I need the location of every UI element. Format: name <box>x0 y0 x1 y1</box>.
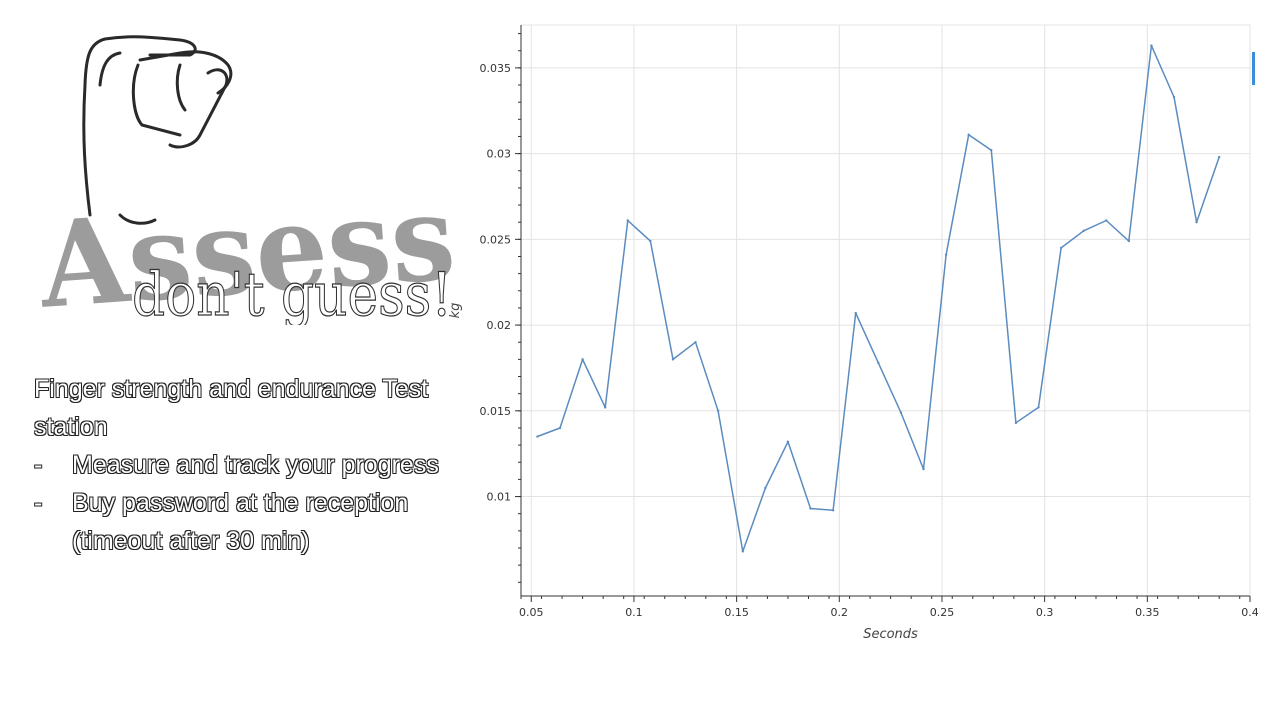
x-axis-label: Seconds <box>863 627 918 642</box>
data-point <box>877 361 880 364</box>
x-tick-label: 0.2 <box>831 606 849 619</box>
feature-list: - Measure and track your progress - Buy … <box>34 446 474 560</box>
logo-title: Assess <box>35 167 460 325</box>
data-point <box>1217 155 1221 159</box>
data-point <box>1014 421 1018 425</box>
bullet-marker: - <box>34 489 43 517</box>
x-tick-label: 0.4 <box>1241 606 1259 619</box>
y-tick-label: 0.02 <box>487 319 512 332</box>
chart-axes <box>520 25 1250 597</box>
chart-grid <box>520 24 1251 597</box>
assess-logo: Assess don't guess! <box>35 35 460 325</box>
y-tick-label: 0.025 <box>480 233 512 246</box>
data-point <box>1082 229 1085 232</box>
data-point <box>899 411 903 414</box>
logo-subtitle: don't guess! <box>132 260 452 325</box>
data-point <box>558 426 562 430</box>
data-point <box>603 406 607 409</box>
data-point <box>1037 406 1040 409</box>
data-point <box>694 341 697 344</box>
x-tick-label: 0.35 <box>1135 606 1160 619</box>
data-point <box>1150 44 1153 47</box>
data-point <box>831 509 835 512</box>
y-tick-label: 0.035 <box>480 62 512 75</box>
data-point <box>764 486 767 490</box>
y-tick-label: 0.03 <box>487 148 512 161</box>
data-point <box>809 507 812 510</box>
data-point <box>716 409 720 413</box>
data-point <box>536 435 539 438</box>
chart-ticks: 0.05 0.1 0.15 0.2 0.25 0.3 0.35 0.4 0.01 0.015 0.0… <box>480 33 1259 619</box>
chart-series <box>536 44 1221 553</box>
data-point <box>1172 95 1176 99</box>
data-point <box>1127 239 1131 243</box>
data-point <box>671 358 675 361</box>
force-chart: 0.05 0.1 0.15 0.2 0.25 0.3 0.35 0.4 0.01 0.015 0.0… <box>448 24 1259 642</box>
x-tick-label: 0.15 <box>724 606 749 619</box>
data-point <box>649 239 652 243</box>
x-tick-label: 0.05 <box>519 606 544 619</box>
x-tick-label: 0.25 <box>930 606 955 619</box>
x-tick-label: 0.3 <box>1036 606 1054 619</box>
list-item-text: Measure and track your progress <box>72 451 439 479</box>
bullet-marker: - <box>34 451 43 479</box>
data-point <box>786 440 790 443</box>
y-tick-label: 0.015 <box>480 405 512 418</box>
data-point <box>1105 219 1108 222</box>
plot-frame <box>520 24 1251 597</box>
series-line <box>537 44 1220 553</box>
data-point <box>854 311 857 315</box>
data-point <box>967 133 970 136</box>
station-info: Finger strength and endurance Test stati… <box>34 370 474 560</box>
data-point <box>922 467 925 471</box>
data-point <box>944 253 948 256</box>
toolbar-indicator <box>1252 52 1255 85</box>
x-tick-label: 0.1 <box>625 606 643 619</box>
y-axis-label: kg <box>448 303 463 319</box>
station-intro: Finger strength and endurance Test stati… <box>34 375 429 441</box>
pinch-hand-icon <box>82 35 233 225</box>
y-tick-label: 0.01 <box>487 491 512 504</box>
list-item-text: Buy password at the reception (timeout a… <box>72 489 409 555</box>
data-point <box>990 148 993 152</box>
list-item: - Measure and track your progress <box>34 446 474 484</box>
data-point <box>741 550 744 553</box>
data-point <box>1059 246 1063 250</box>
list-item: - Buy password at the reception (timeout… <box>34 484 474 560</box>
data-point <box>581 358 584 361</box>
data-point <box>626 219 629 222</box>
data-point <box>1195 220 1198 224</box>
